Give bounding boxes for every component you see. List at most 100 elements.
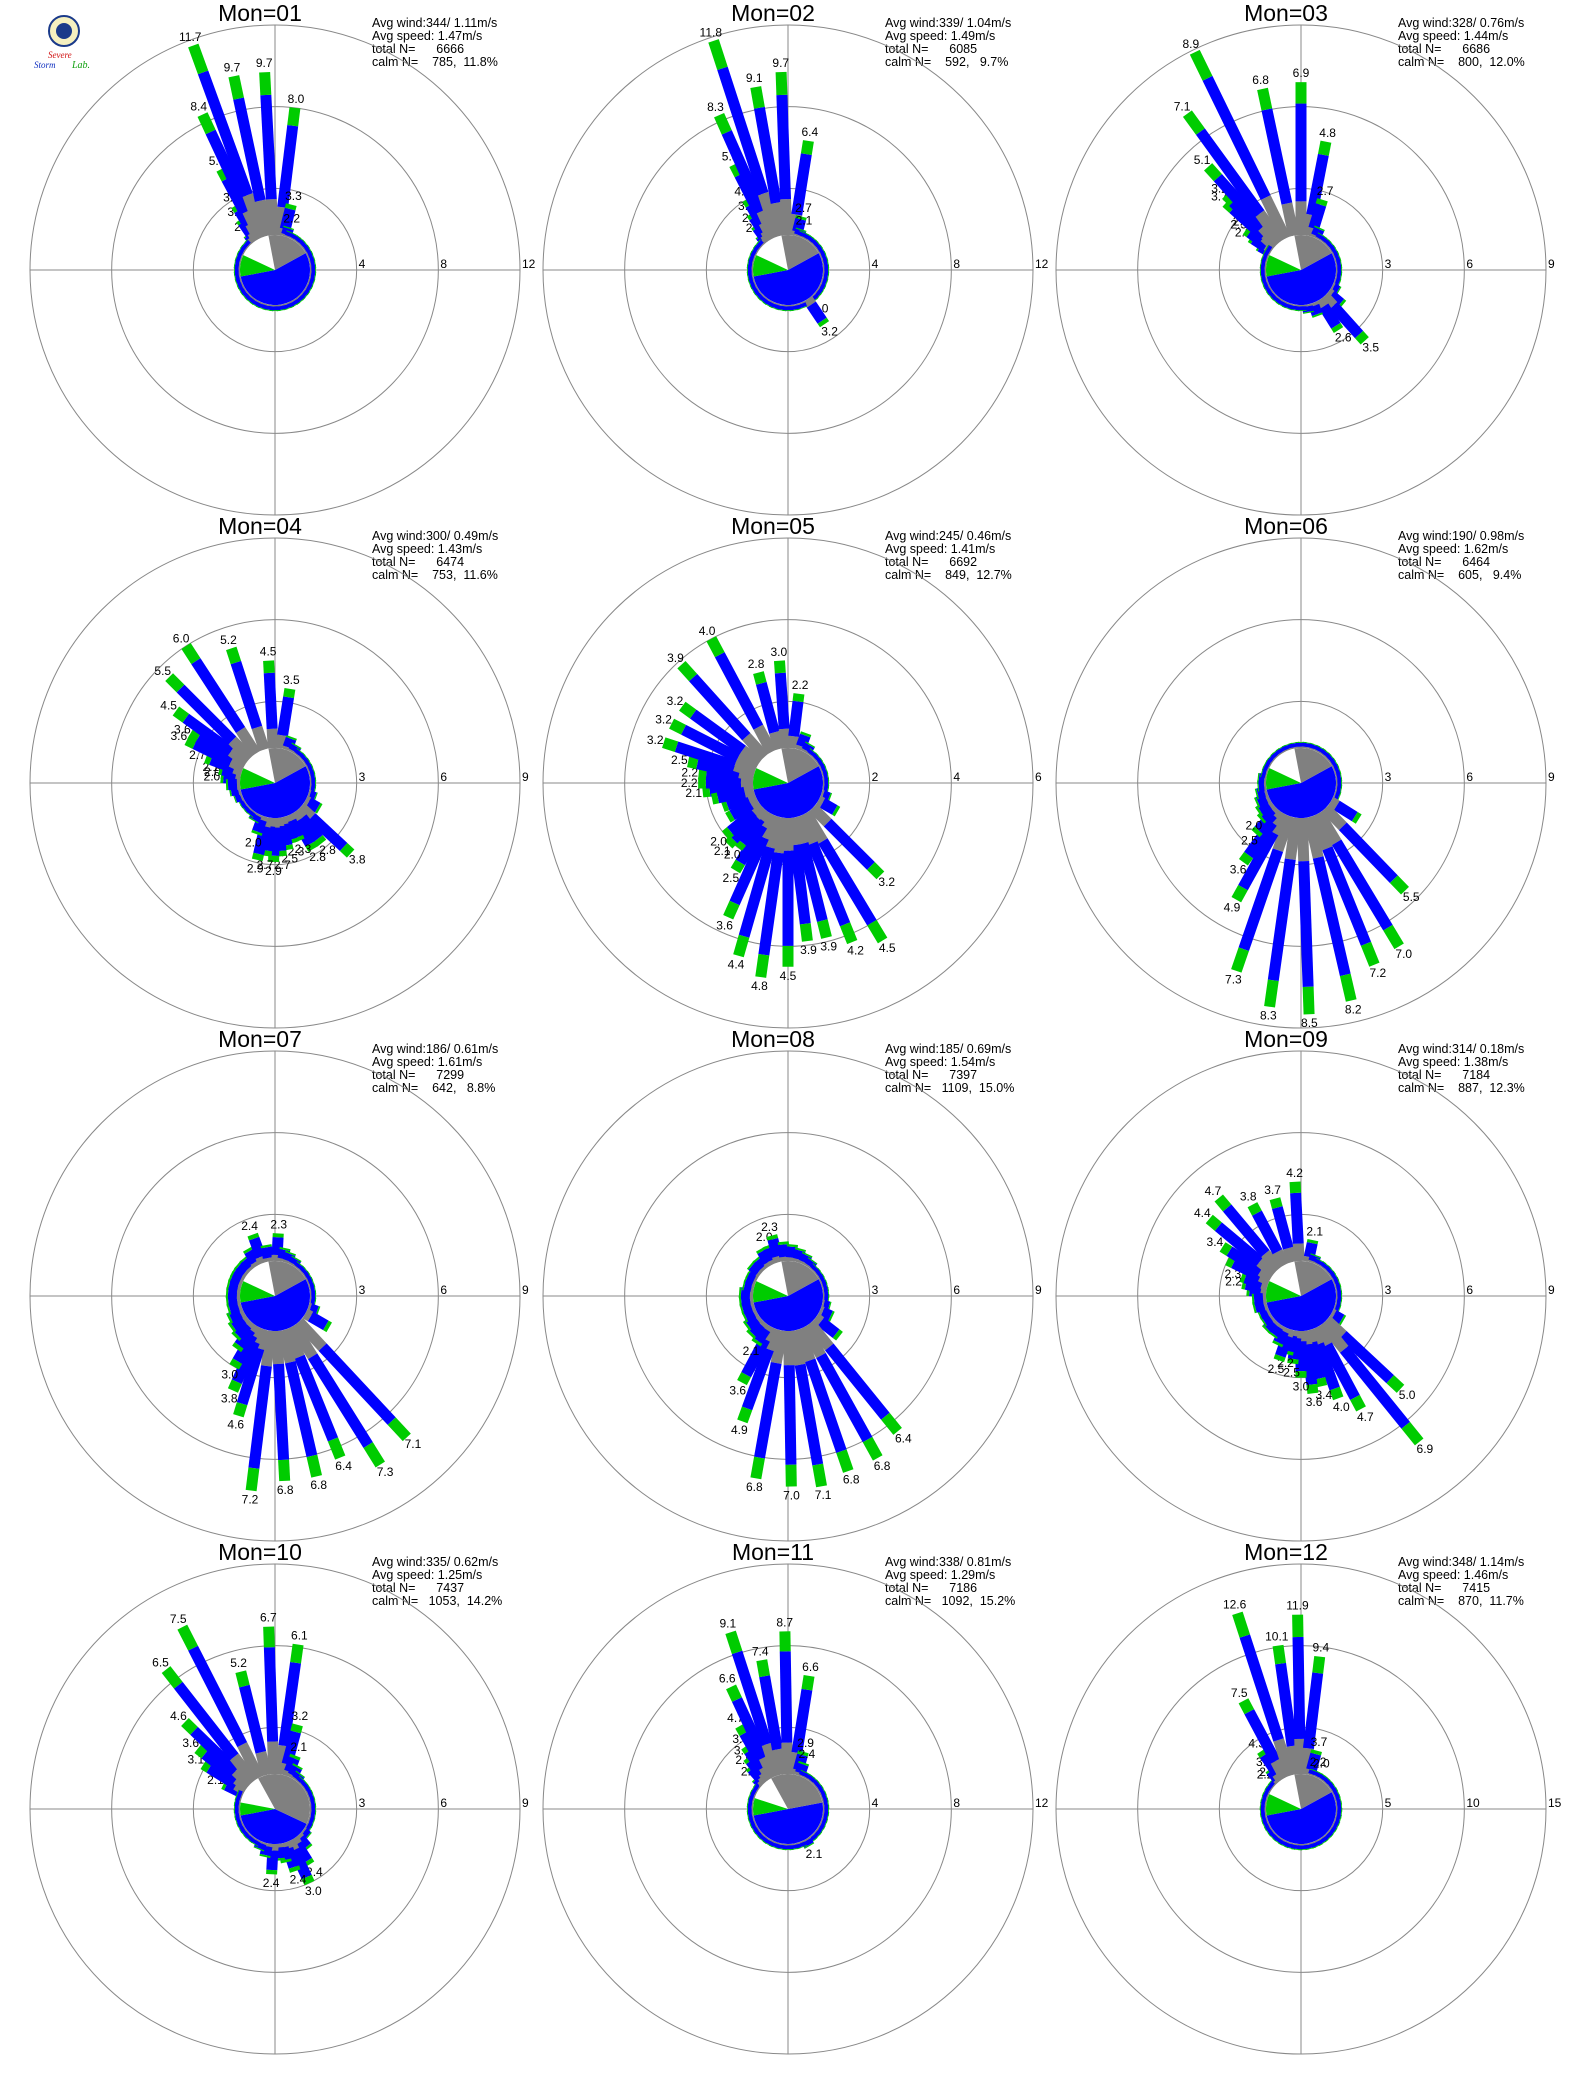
- petal-blue: [735, 822, 768, 866]
- petal-blue: [173, 1681, 239, 1761]
- petal-green: [720, 799, 730, 812]
- petal-blue: [738, 845, 775, 938]
- pie-green: [1266, 768, 1301, 790]
- ring: [624, 106, 952, 434]
- pie-blue: [753, 766, 823, 818]
- petal-gray: [1268, 1783, 1276, 1793]
- petal-green: [243, 1246, 254, 1254]
- petal-label: 2.5: [671, 753, 688, 767]
- petal-label: 7.1: [815, 1488, 832, 1502]
- petal-blue: [823, 818, 875, 870]
- petal-blue: [240, 239, 251, 251]
- logo-line1: Severe: [48, 50, 72, 60]
- petal-label: 8.4: [190, 99, 207, 113]
- petal-green: [804, 1842, 815, 1849]
- petal-label: 12.6: [1223, 1598, 1247, 1612]
- petal-label: 7.1: [405, 1437, 422, 1451]
- petal-green: [227, 1271, 235, 1282]
- petal-green: [816, 290, 824, 300]
- stat-avg-speed: Avg speed: 1.29m/s: [885, 1568, 996, 1582]
- petal-green: [881, 1412, 902, 1435]
- petal-green: [292, 1763, 303, 1771]
- petal-label: 6.8: [310, 1478, 327, 1492]
- petal: [1295, 82, 1307, 235]
- petal-green: [231, 1331, 242, 1341]
- wind-rose-plot: 3 6 92.02.02.12.73.63.64.55.56.0 5.24.53.53…: [29, 537, 529, 1029]
- petal-label: 2.2: [681, 766, 698, 780]
- petal-blue: [788, 700, 804, 737]
- petal-green: [251, 829, 263, 837]
- petal-blue: [721, 130, 767, 214]
- petal-label: 6.0: [173, 631, 190, 645]
- panel-stats: Avg wind:348/ 1.14m/s Avg speed: 1.46m/s t…: [1398, 1556, 1524, 1608]
- petal-blue: [755, 681, 780, 734]
- petal-green: [779, 1631, 791, 1652]
- petal-label: 2.2: [283, 212, 300, 226]
- petal-label: 6.9: [1293, 66, 1310, 80]
- pie-green: [1266, 1281, 1301, 1303]
- ring-label: 3: [872, 1283, 879, 1297]
- petal: [165, 673, 255, 763]
- wind-rose-panel: Mon=07 Avg wind:186/ 0.61m/s Avg speed: 1.…: [0, 1026, 529, 1542]
- petal-blue: [284, 1361, 318, 1458]
- petal-blue: [779, 1651, 793, 1743]
- petal-green: [339, 842, 355, 858]
- petal-green: [268, 855, 280, 863]
- petal-blue: [233, 97, 266, 202]
- petal: [1189, 49, 1291, 241]
- petal-label: 2.1: [743, 1344, 760, 1358]
- ring-label: 12: [522, 257, 536, 271]
- petal-blue: [1267, 858, 1296, 982]
- petal-green: [1355, 330, 1369, 345]
- petal-gray: [1284, 816, 1302, 861]
- ring: [1055, 537, 1547, 1029]
- pie-gray: [771, 1774, 823, 1809]
- wind-rose-panel: Mon=09 Avg wind:314/ 0.18m/s Avg speed: 1.…: [1026, 1026, 1555, 1542]
- petal-blue: [1295, 1341, 1307, 1372]
- petal-green: [1295, 310, 1307, 311]
- petal: [1296, 817, 1315, 1015]
- petal-gray: [782, 305, 794, 307]
- ring: [542, 24, 1034, 516]
- petal-green: [314, 835, 327, 847]
- petal-green: [1264, 979, 1279, 1008]
- petal-blue: [248, 1365, 272, 1469]
- pie-blue: [1266, 766, 1336, 818]
- petal-label: 4.9: [731, 1423, 748, 1437]
- petal: [786, 693, 805, 749]
- petal-green: [807, 1257, 818, 1265]
- wind-rose-plot: 3 6 9 5.5 7.0 7.2 8.2 8.5 8.3 7.3 4.9 3.6 2.52.0: [1055, 537, 1555, 1030]
- petal-green: [751, 1337, 763, 1347]
- panel-title: Mon=10: [218, 1539, 302, 1565]
- petal-green: [1272, 1644, 1287, 1665]
- petal-blue: [176, 684, 237, 745]
- ring-label: 6: [1466, 257, 1473, 271]
- petal-label: 2.5: [1241, 833, 1258, 847]
- petal-gray: [1320, 292, 1338, 310]
- pie-gray: [1294, 748, 1332, 783]
- petal: [235, 1670, 272, 1777]
- pie-gray: [781, 748, 819, 783]
- petal-green: [714, 112, 732, 135]
- petal-blue: [794, 1363, 824, 1466]
- petal-gray: [1272, 1249, 1290, 1268]
- petal-gray: [269, 305, 281, 307]
- panel-stats: Avg wind:339/ 1.04m/s Avg speed: 1.49m/s t…: [885, 17, 1011, 69]
- stat-total-n: total N= 7184: [1398, 1068, 1491, 1082]
- petal-label: 3.6: [1230, 863, 1247, 877]
- calm-pie: [240, 1261, 310, 1331]
- stat-avg-wind: Avg wind:328/ 0.76m/s: [1398, 16, 1525, 30]
- wind-rose-plot: 3 6 92.13.13.64.66.57.55.26.76.13.22.12.43…: [29, 1563, 529, 2055]
- petal-blue: [263, 672, 278, 730]
- petal-green: [836, 1449, 854, 1473]
- petal-label: 7.5: [170, 1612, 187, 1626]
- petal: [245, 1330, 277, 1492]
- stat-avg-wind: Avg wind:338/ 0.81m/s: [885, 1555, 1012, 1569]
- petal-blue: [1195, 128, 1265, 217]
- petal-label: 4.0: [1333, 1400, 1350, 1414]
- ring-label: 9: [1548, 1283, 1555, 1297]
- petal-blue: [278, 1661, 302, 1747]
- pie-blue: [1266, 253, 1336, 305]
- petal-label: 3.2: [647, 733, 664, 747]
- petal-green: [737, 1372, 751, 1386]
